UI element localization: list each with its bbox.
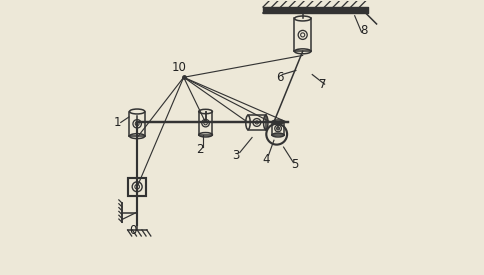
Text: 3: 3 xyxy=(231,149,239,162)
Text: 7: 7 xyxy=(319,78,326,91)
Bar xyxy=(128,178,146,196)
Text: 1: 1 xyxy=(113,116,121,129)
Text: 2: 2 xyxy=(196,143,203,156)
Text: 5: 5 xyxy=(290,158,298,171)
Text: 6: 6 xyxy=(275,71,283,84)
Text: 10: 10 xyxy=(172,61,187,74)
Text: 4: 4 xyxy=(261,153,269,166)
Text: 0: 0 xyxy=(129,224,136,237)
Text: 8: 8 xyxy=(360,24,367,37)
